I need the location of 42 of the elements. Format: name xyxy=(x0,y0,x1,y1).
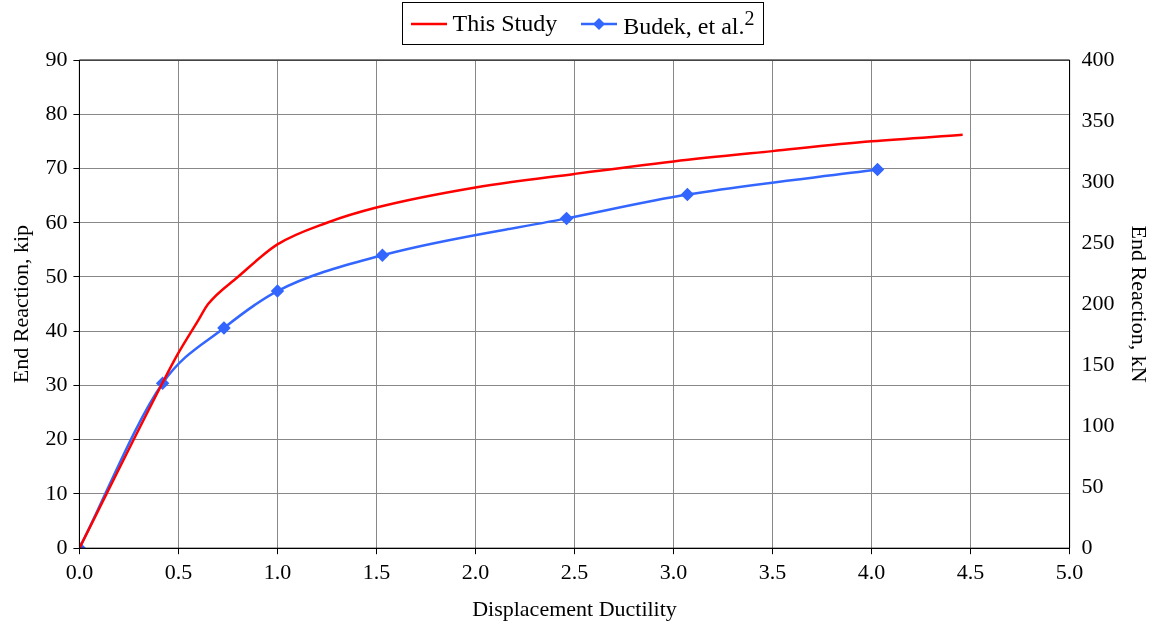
y-tick-label: 60 xyxy=(45,208,68,234)
y2-tick-label: 400 xyxy=(1081,45,1115,71)
y-tick-label: 30 xyxy=(45,371,68,397)
y-axis-title: End Reaction, kip xyxy=(7,224,33,384)
y-tick-label: 70 xyxy=(45,154,68,180)
point xyxy=(217,321,231,335)
y-tick-label: 0 xyxy=(56,533,68,559)
y2-tick-label: 100 xyxy=(1081,411,1115,437)
x-tick-label: 4.5 xyxy=(956,559,985,585)
y-tick-label: 20 xyxy=(45,425,68,451)
y-tick-label: 90 xyxy=(45,45,68,71)
x-tick-label: 1.0 xyxy=(263,559,292,585)
point xyxy=(871,163,884,176)
x-tick-label: 1.5 xyxy=(362,559,391,585)
x-tick-label: 5.0 xyxy=(1055,559,1084,585)
point xyxy=(560,212,573,225)
y2-axis-title: End Reaction, kN xyxy=(1127,225,1153,383)
y2-tick-label: 200 xyxy=(1081,289,1115,315)
x-tick-label: 2.5 xyxy=(560,559,589,585)
x-tick-label: 3.0 xyxy=(659,559,688,585)
x-tick-label: 3.5 xyxy=(758,559,787,585)
point xyxy=(376,249,389,262)
legend-label: This Study xyxy=(452,10,558,37)
x-tick-label: 4.0 xyxy=(857,559,886,585)
y2-tick-label: 0 xyxy=(1081,533,1093,559)
y2-tick-label: 150 xyxy=(1081,350,1115,376)
point xyxy=(681,188,694,201)
point xyxy=(271,284,284,298)
x-tick-label: 0.0 xyxy=(65,559,94,585)
x-axis-title: Displacement Ductility xyxy=(472,595,677,621)
y2-tick-label: 250 xyxy=(1081,228,1115,254)
y-tick-label: 80 xyxy=(45,100,68,126)
y2-tick-label: 350 xyxy=(1081,106,1115,132)
y-tick-label: 10 xyxy=(45,479,68,505)
x-tick-label: 0.5 xyxy=(164,559,193,585)
y-tick-label: 50 xyxy=(45,262,68,288)
y-tick-label: 40 xyxy=(45,317,68,342)
line-series xyxy=(79,133,964,549)
y2-tick-label: 300 xyxy=(1081,167,1115,193)
y2-tick-label: 50 xyxy=(1081,472,1104,498)
x-tick-label: 2.0 xyxy=(461,559,490,585)
legend-label: Budek, et al.$^{2}$ xyxy=(623,7,755,40)
